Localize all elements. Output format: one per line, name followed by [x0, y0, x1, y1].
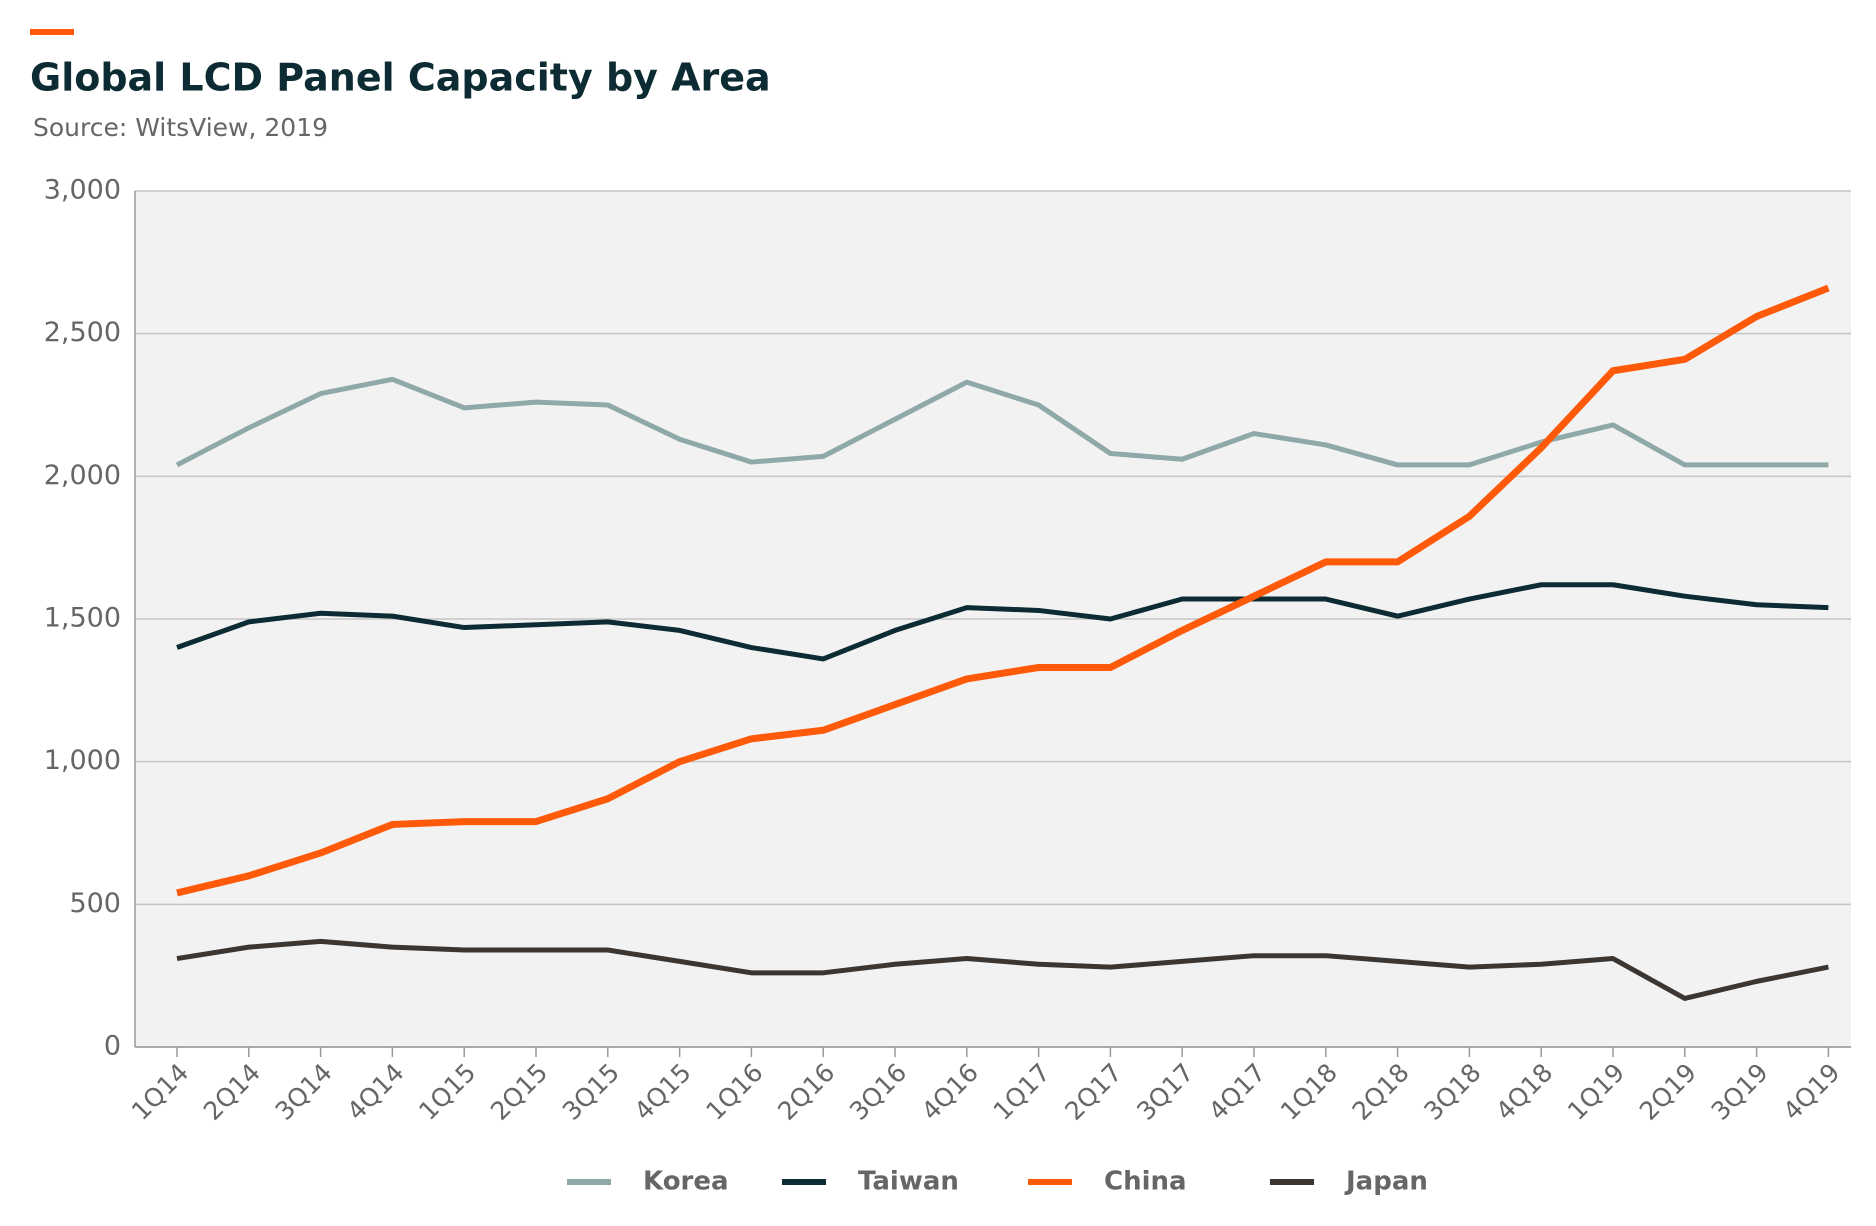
x-tick-label: 2Q17	[1059, 1058, 1127, 1126]
accent-bar	[30, 29, 74, 35]
y-tick-label: 2,000	[44, 460, 121, 491]
x-tick-label: 2Q16	[772, 1058, 840, 1126]
y-tick-label: 1,000	[44, 745, 121, 776]
chart-title: Global LCD Panel Capacity by Area	[30, 56, 771, 100]
y-tick-label: 2,500	[44, 317, 121, 348]
x-tick-label: 3Q17	[1131, 1058, 1199, 1126]
x-tick-label: 4Q14	[341, 1058, 409, 1126]
x-tick-label: 4Q17	[1203, 1058, 1271, 1126]
x-tick-label: 4Q18	[1490, 1058, 1558, 1126]
x-tick-label: 4Q15	[629, 1058, 697, 1126]
y-tick-label: 500	[69, 888, 121, 919]
x-tick-label: 1Q16	[700, 1058, 768, 1126]
y-tick-label: 3,000	[44, 175, 121, 206]
y-tick-label: 0	[104, 1031, 121, 1062]
x-tick-label: 3Q15	[557, 1058, 625, 1126]
x-tick-label: 3Q14	[270, 1058, 338, 1126]
x-tick-label: 2Q19	[1634, 1058, 1702, 1126]
x-tick-label: 2Q18	[1347, 1058, 1415, 1126]
series-line	[176, 582, 1829, 662]
series-line	[176, 938, 1829, 1001]
x-tick-label: 1Q14	[126, 1058, 194, 1126]
x-tick-label: 1Q15	[413, 1058, 481, 1126]
x-tick-label: 2Q14	[198, 1058, 266, 1126]
x-tick-label: 1Q17	[988, 1058, 1056, 1126]
legend-label: China	[1104, 1167, 1187, 1197]
legend-label: Korea	[643, 1167, 729, 1197]
y-tick-label: 1,500	[44, 603, 121, 634]
series-line	[176, 284, 1830, 897]
legend-label: Taiwan	[858, 1167, 959, 1197]
x-tick-label: 3Q16	[844, 1058, 912, 1126]
x-tick-label: 4Q19	[1777, 1058, 1845, 1126]
x-tick-label: 1Q18	[1275, 1058, 1343, 1126]
x-tick-label: 2Q15	[485, 1058, 553, 1126]
x-tick-label: 3Q18	[1418, 1058, 1486, 1126]
legend-label: Japan	[1344, 1167, 1428, 1197]
x-tick-label: 3Q19	[1706, 1058, 1774, 1126]
x-tick-label: 4Q16	[916, 1058, 984, 1126]
chart-subtitle: Source: WitsView, 2019	[33, 113, 328, 142]
x-tick-label: 1Q19	[1562, 1058, 1630, 1126]
